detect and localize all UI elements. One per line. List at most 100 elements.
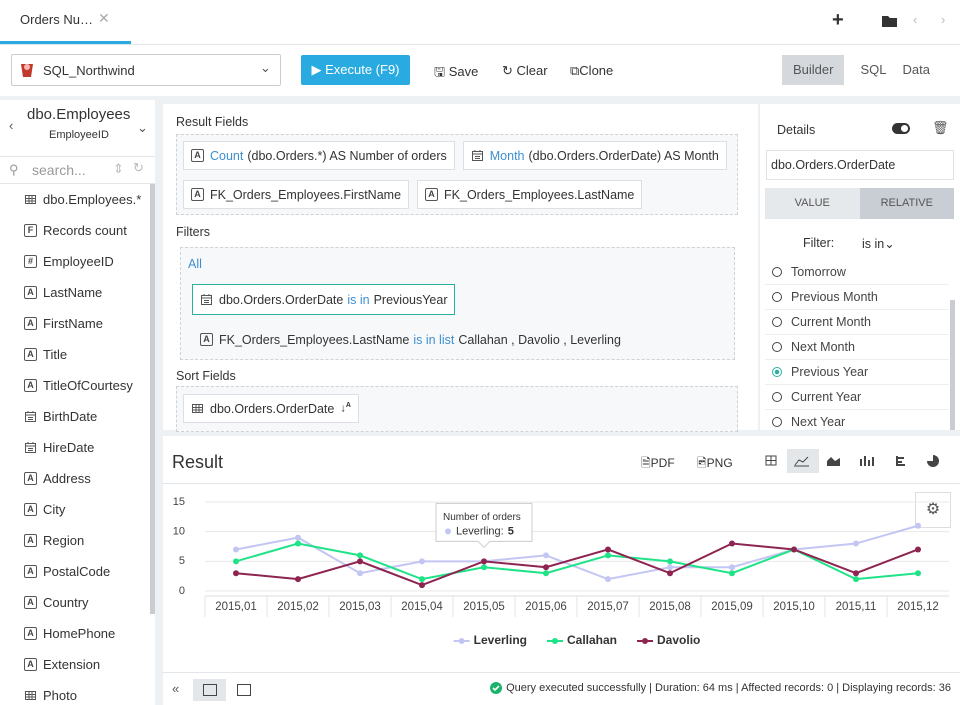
radio [772, 342, 782, 352]
result-field[interactable]: A FK_Orders_Employees.LastName [417, 180, 643, 209]
details-tab[interactable]: RELATIVE [859, 188, 954, 219]
type-icon: A [24, 565, 37, 578]
field-item[interactable]: A Country [0, 587, 150, 618]
clone-label: Clone [579, 63, 614, 78]
scrollbar [150, 184, 155, 614]
field-item[interactable]: A TitleOfCourtesy [0, 370, 150, 401]
save-button[interactable]: 🖫 Save [434, 64, 479, 79]
filter-op[interactable]: is in⌄ [862, 237, 895, 251]
field-item[interactable]: HireDate [0, 432, 150, 463]
data-point [667, 564, 673, 571]
next-button[interactable]: › [941, 12, 946, 27]
sidebar: ‹ dbo.Employees EmployeeID ⌄ ⚲ search...… [0, 100, 155, 705]
field-item[interactable]: A Address [0, 463, 150, 494]
prev-button[interactable]: ‹ [913, 12, 918, 27]
x-tick-label: 2015,11 [836, 601, 877, 613]
refresh[interactable]: ↻ [133, 160, 144, 175]
field-item[interactable]: A Region [0, 525, 150, 556]
result-field[interactable]: A FK_Orders_Employees.FirstName [183, 180, 410, 209]
field-item[interactable]: A City [0, 494, 150, 525]
add-button[interactable]: + [832, 9, 844, 31]
tab-bar: Orders Nu… ✕ + ‹ › [0, 0, 960, 45]
data-point [791, 546, 797, 553]
legend-label: Callahan [567, 633, 617, 647]
data-point [853, 540, 859, 547]
field-item[interactable]: BirthDate [0, 401, 150, 432]
tab-close[interactable]: ✕ [98, 10, 110, 26]
chart-settings[interactable]: ⚙ [915, 492, 951, 528]
filter-item[interactable]: dbo.Orders.OrderDate is in PreviousYear [192, 284, 456, 315]
toggle[interactable] [892, 123, 910, 134]
y-tick-label: 10 [173, 526, 185, 538]
option[interactable]: Current Month [765, 310, 949, 335]
option[interactable]: Previous Month [765, 285, 949, 310]
field-item[interactable]: A FirstName [0, 308, 150, 339]
table-dropdown[interactable]: ⌄ [137, 120, 148, 135]
export-pdf[interactable]: 🗎PDF [641, 456, 675, 470]
layout-split[interactable] [193, 679, 226, 701]
field-label: TitleOfCourtesy [43, 378, 133, 393]
scrollbar [950, 300, 955, 430]
execute-button[interactable]: ▶ Execute (F9) [301, 55, 410, 85]
result-field[interactable]: Month (dbo.Orders.OrderDate) AS Month [462, 141, 727, 170]
legend-dot [552, 638, 558, 644]
field-item[interactable]: Photo [0, 680, 150, 705]
legend-dot [642, 638, 649, 644]
sort-item[interactable]: dbo.Orders.OrderDate ↓A [183, 394, 359, 423]
result-field[interactable]: A Count (dbo.Orders.*) AS Number of orders [183, 141, 455, 170]
sort-toggle[interactable]: ⇕ [113, 161, 124, 176]
filter-group[interactable]: All [188, 257, 202, 271]
x-tick-label: 2015,12 [897, 601, 939, 613]
field-label: Country [43, 595, 89, 610]
data-point [357, 570, 363, 577]
view-button[interactable]: Builder [782, 55, 845, 85]
view-button[interactable]: SQL [860, 62, 887, 77]
layout-full[interactable] [237, 684, 251, 696]
back-arrow[interactable]: ‹ [9, 118, 14, 133]
collapse-button[interactable]: « [172, 681, 180, 696]
chart-type-icons[interactable] [763, 451, 948, 471]
field-item[interactable]: A PostalCode [0, 556, 150, 587]
radio [772, 267, 782, 277]
field-item[interactable]: A Extension [0, 649, 150, 680]
option[interactable]: Current Year [765, 385, 949, 410]
clone-button[interactable]: ⧉Clone [570, 63, 614, 78]
search-box[interactable]: ⚲ search... ⇕ ↻ [0, 156, 155, 184]
option[interactable]: Previous Year [765, 360, 949, 385]
field-item[interactable]: dbo.Employees.* [0, 184, 150, 215]
data-point [667, 558, 673, 565]
filter-item[interactable]: A FK_Orders_Employees.LastName is in list C… [192, 324, 629, 355]
field-item[interactable]: A Title [0, 339, 150, 370]
filter-value: Callahan , Davolio , Leverling [458, 332, 621, 347]
tab[interactable]: Orders Nu… ✕ [0, 0, 131, 44]
data-point [233, 546, 239, 553]
option[interactable]: Tomorrow [765, 260, 949, 285]
data-point [853, 576, 859, 583]
export-png[interactable]: 🖻PNG [697, 456, 733, 470]
type-icon: A [191, 188, 204, 201]
option[interactable]: Next Year [765, 410, 949, 430]
clear-button[interactable]: ↻ Clear [502, 63, 548, 78]
open-button[interactable] [882, 15, 898, 28]
field-text: (dbo.Orders.OrderDate) AS Month [528, 148, 719, 163]
field-item[interactable]: A HomePhone [0, 618, 150, 649]
field-item[interactable]: F Records count [0, 215, 150, 246]
data-point [853, 570, 859, 577]
tooltip-label: Leverling: 5 [456, 525, 514, 537]
details-tab[interactable]: VALUE [765, 188, 860, 219]
x-tick-label: 2015,04 [401, 601, 443, 613]
x-tick-label: 2015,08 [649, 601, 691, 613]
view-button[interactable]: Data [902, 62, 930, 77]
dropdown-arrow: ⌄ [260, 60, 271, 75]
cal-icon [201, 294, 212, 305]
type-icon: A [24, 379, 37, 392]
connection-select[interactable]: SQL_Northwind ⌄ [11, 54, 281, 86]
field-label: HomePhone [43, 626, 116, 641]
field-item[interactable]: A LastName [0, 277, 150, 308]
option[interactable]: Next Month [765, 335, 949, 360]
series-line [235, 524, 919, 581]
delete-button[interactable]: 🗑 [932, 120, 949, 135]
field-item[interactable]: # EmployeeID [0, 246, 150, 277]
x-tick-label: 2015,06 [525, 601, 567, 613]
status-text: Query executed successfully | Duration: … [506, 682, 951, 694]
